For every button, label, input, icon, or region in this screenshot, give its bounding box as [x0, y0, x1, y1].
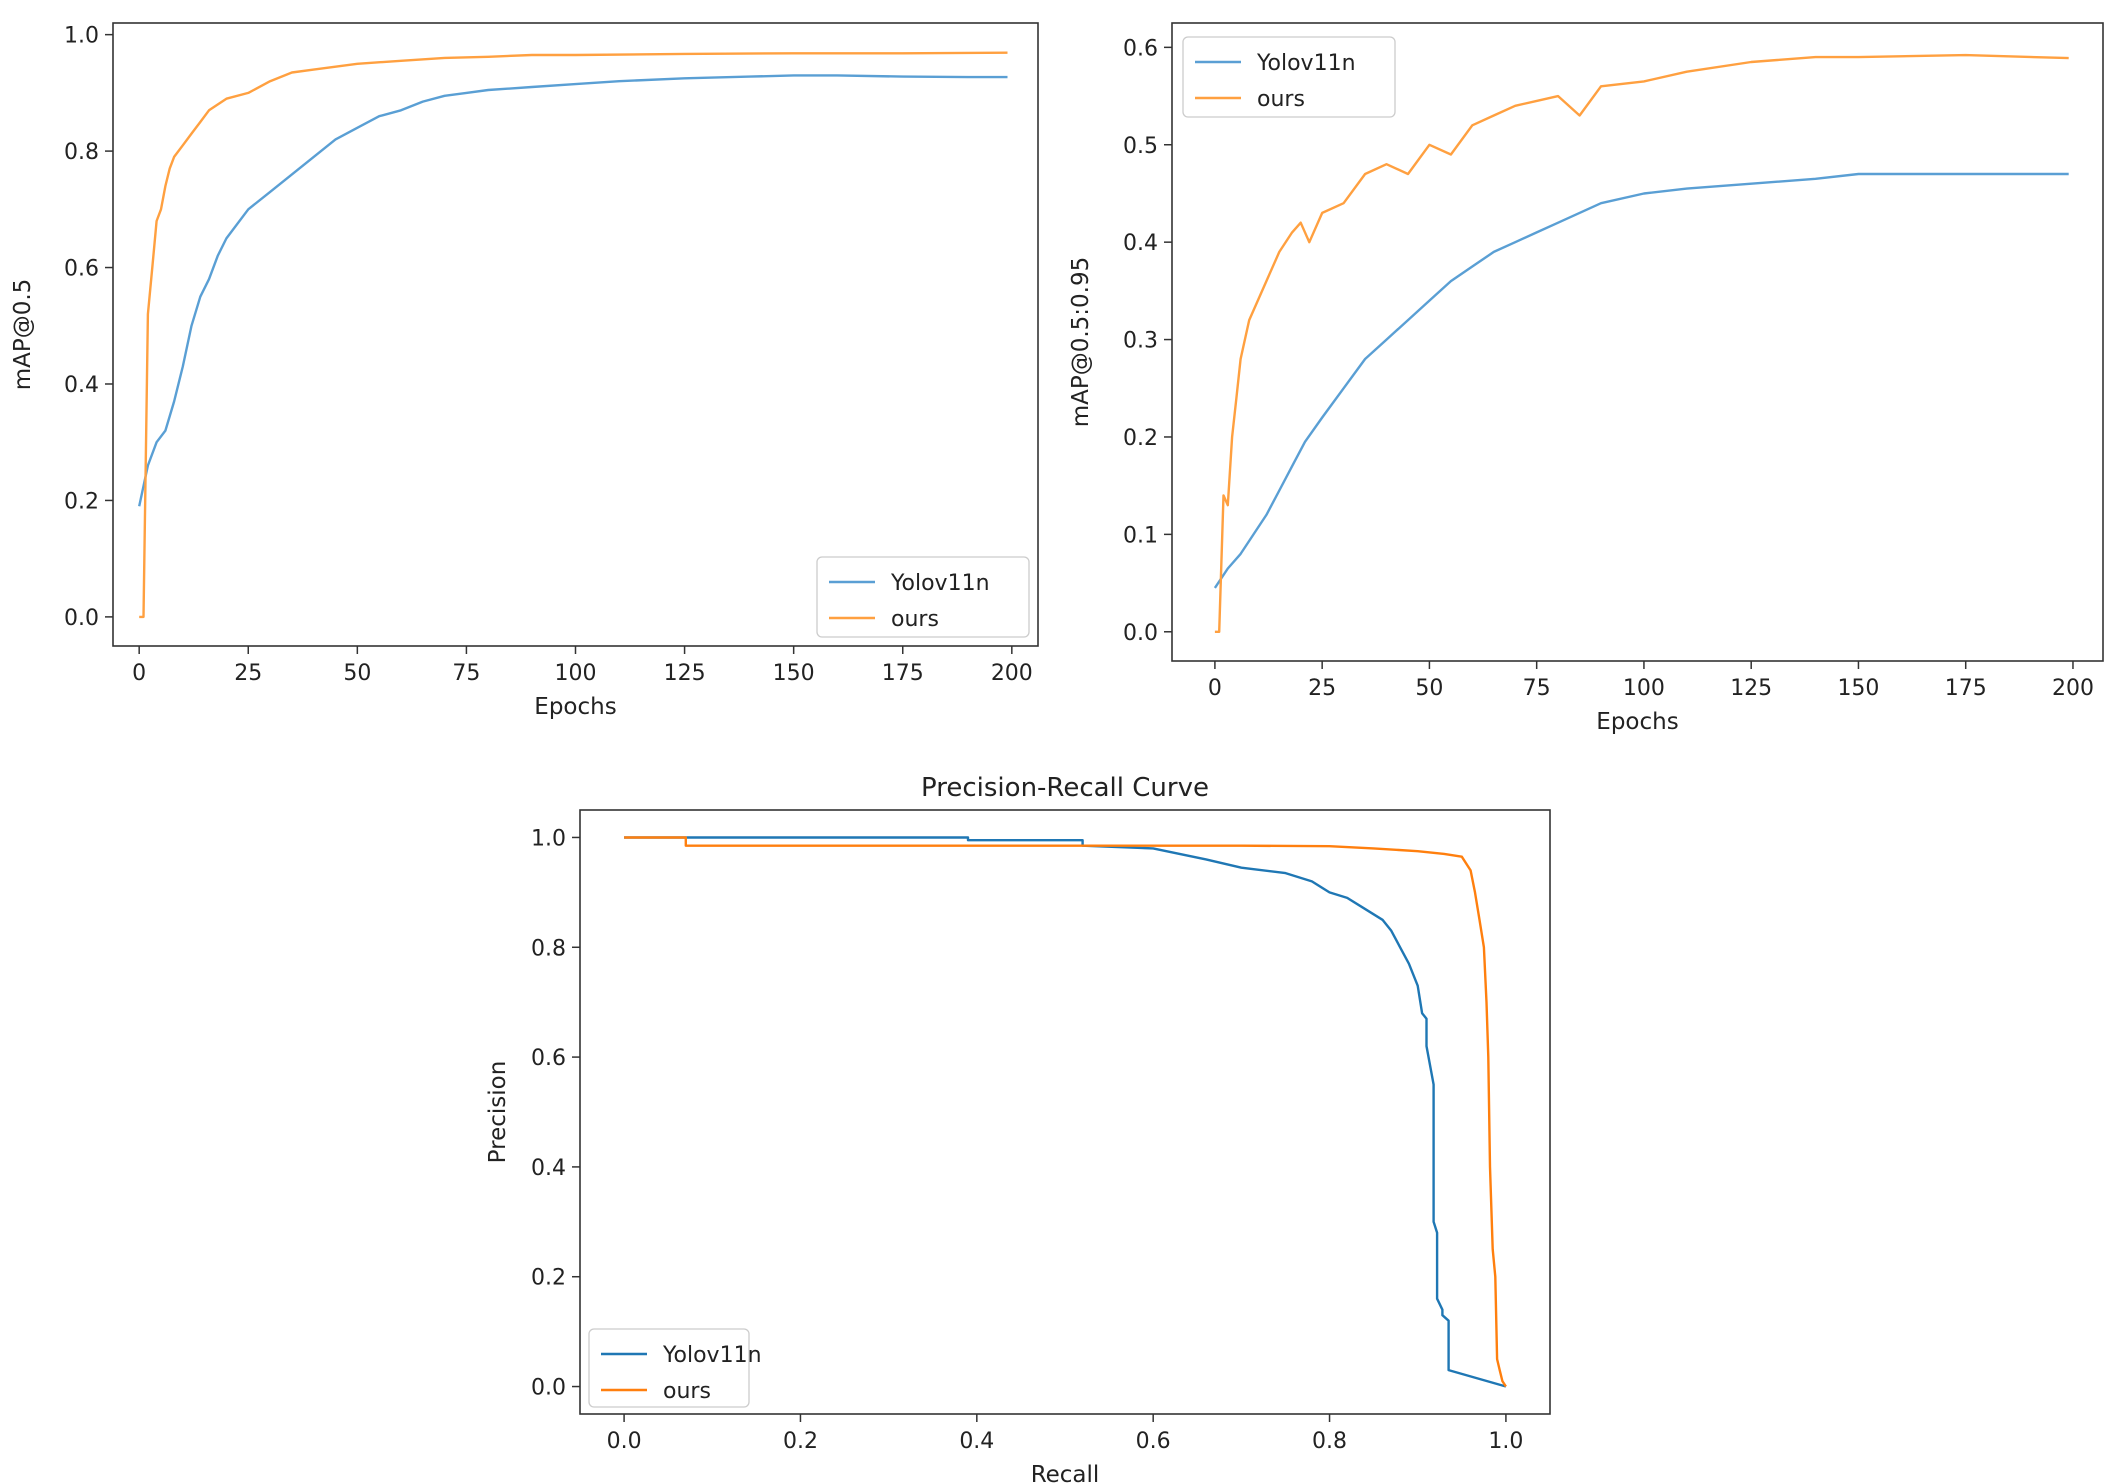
- series-line-ours: [624, 836, 1507, 1388]
- y-tick-label: 0.4: [1123, 231, 1158, 256]
- x-tick-label: 75: [1523, 676, 1551, 701]
- legend-label-yolov11n: Yolov11n: [890, 571, 990, 596]
- legend: Yolov11n ours: [1182, 36, 1396, 118]
- x-axis-label: Recall: [1031, 1462, 1100, 1483]
- chart-map50: 0 25 50 75 100 125 150 175 200 0.0 0.2 0.4 0.6 0.8 1.0…: [10, 22, 1039, 720]
- x-tick-label: 150: [773, 661, 815, 686]
- y-tick-label: 0.4: [64, 373, 99, 398]
- x-tick-label: 100: [555, 661, 597, 686]
- x-tick-label: 0: [1208, 676, 1222, 701]
- y-tick-label: 0.8: [64, 140, 99, 165]
- y-axis-label: mAP@0.5: [10, 279, 36, 391]
- x-tick-label: 100: [1623, 676, 1665, 701]
- y-tick-label: 0.2: [1123, 426, 1158, 451]
- chart-precision-recall: 0.0 0.2 0.4 0.6 0.8 1.0 0.0 0.2 0.4 0.6 0.8 1.0 Reca…: [485, 773, 1551, 1483]
- plot-frame: [112, 22, 1039, 647]
- x-tick-label: 125: [1730, 676, 1772, 701]
- chart-map5095: 0 25 50 75 100 125 150 175 200 0.0 0.1 0.2 0.3 0.4 0.5…: [1068, 22, 2104, 735]
- plot-frame: [579, 809, 1551, 1415]
- y-tick-label: 0.3: [1123, 329, 1158, 354]
- y-tick-label: 1.0: [64, 24, 99, 49]
- chart-title: Precision-Recall Curve: [921, 773, 1209, 803]
- legend-box: [588, 1328, 750, 1408]
- x-tick-label: 50: [1415, 676, 1443, 701]
- y-tick-label: 0.0: [1123, 621, 1158, 646]
- x-tick-label: 125: [664, 661, 706, 686]
- series-line-yolov11n: [1213, 172, 2069, 589]
- x-tick-label: 200: [2052, 676, 2094, 701]
- x-tick-label: 0.8: [1312, 1429, 1347, 1454]
- y-tick-label: 0.0: [64, 606, 99, 631]
- x-tick-label: 0.6: [1136, 1429, 1171, 1454]
- legend: Yolov11n ours: [588, 1328, 762, 1408]
- y-tick-label: 0.0: [531, 1376, 566, 1401]
- x-tick-label: 1.0: [1488, 1429, 1523, 1454]
- x-tick-label: 175: [1945, 676, 1987, 701]
- x-tick-label: 150: [1837, 676, 1879, 701]
- y-axis-label: mAP@0.5:0.95: [1068, 257, 1094, 428]
- legend-label-ours: ours: [891, 607, 939, 632]
- x-tick-label: 50: [343, 661, 371, 686]
- x-tick-label: 0: [132, 661, 146, 686]
- plot-frame: [1171, 22, 2104, 662]
- x-tick-label: 175: [882, 661, 924, 686]
- y-tick-label: 0.2: [531, 1266, 566, 1291]
- y-axis-label: Precision: [485, 1061, 511, 1164]
- series-line-yolov11n: [624, 836, 1507, 1388]
- x-axis-label: Epochs: [1596, 709, 1678, 735]
- y-tick-label: 1.0: [531, 826, 566, 851]
- y-tick-label: 0.1: [1123, 523, 1158, 548]
- y-tick-label: 0.8: [531, 936, 566, 961]
- legend-label-ours: ours: [1257, 87, 1305, 112]
- y-tick-label: 0.5: [1123, 134, 1158, 159]
- y-tick-label: 0.4: [531, 1156, 566, 1181]
- series-line-ours: [139, 51, 1008, 619]
- x-axis-label: Epochs: [534, 694, 616, 720]
- legend-label-ours: ours: [663, 1379, 711, 1404]
- y-tick-label: 0.2: [64, 489, 99, 514]
- x-tick-label: 25: [234, 661, 262, 686]
- legend: Yolov11n ours: [816, 556, 1030, 638]
- y-tick-label: 0.6: [531, 1046, 566, 1071]
- legend-label-yolov11n: Yolov11n: [1256, 51, 1356, 76]
- x-tick-label: 0.0: [607, 1429, 642, 1454]
- series-line-yolov11n: [138, 74, 1008, 507]
- x-tick-label: 0.2: [783, 1429, 818, 1454]
- x-tick-label: 0.4: [959, 1429, 994, 1454]
- x-tick-label: 200: [991, 661, 1033, 686]
- x-tick-label: 75: [452, 661, 480, 686]
- x-tick-label: 25: [1308, 676, 1336, 701]
- legend-label-yolov11n: Yolov11n: [662, 1343, 762, 1368]
- y-tick-label: 0.6: [1123, 36, 1158, 61]
- series-line-ours: [1214, 53, 2069, 633]
- y-tick-label: 0.6: [64, 257, 99, 282]
